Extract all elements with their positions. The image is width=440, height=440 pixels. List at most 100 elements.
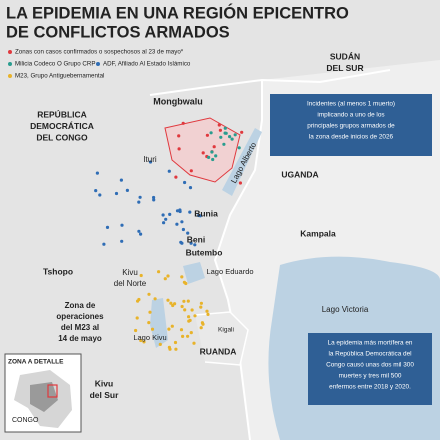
title: LA EPIDEMIA EN UNA REGIÓN EPICENTRO bbox=[6, 3, 349, 22]
place-label: Kivu bbox=[95, 378, 113, 388]
inset-title: ZONA A DETALLE bbox=[8, 359, 64, 366]
incident-dot bbox=[233, 133, 237, 137]
incident-dot bbox=[177, 147, 181, 151]
incident-dot bbox=[228, 135, 232, 139]
incident-dot bbox=[174, 347, 178, 351]
legend-label: M23, Grupo Antiguebernamental bbox=[15, 73, 104, 80]
incident-dot bbox=[224, 131, 228, 135]
incident-dot bbox=[240, 130, 244, 134]
incident-dot bbox=[200, 321, 204, 325]
incident-dot bbox=[206, 312, 210, 316]
incident-dot bbox=[184, 281, 188, 286]
incident-dot bbox=[171, 303, 175, 308]
incident-dot bbox=[137, 200, 141, 204]
incident-dot bbox=[120, 223, 124, 227]
incident-dot bbox=[181, 334, 185, 338]
place-label: Bunia bbox=[194, 208, 218, 218]
incident-dot bbox=[238, 181, 242, 185]
incident-dot bbox=[230, 137, 234, 141]
place-label: del Sur bbox=[90, 390, 120, 400]
inset-label: CONGO bbox=[12, 417, 39, 424]
incident-dot bbox=[214, 154, 218, 158]
place-label: RUANDA bbox=[200, 346, 237, 356]
incident-dot bbox=[119, 178, 123, 182]
info-box bbox=[270, 94, 432, 156]
incident-dot bbox=[168, 347, 172, 351]
incident-dot bbox=[148, 160, 153, 164]
legend-dot bbox=[8, 62, 12, 66]
incident-dot bbox=[189, 241, 193, 245]
incident-dot bbox=[167, 327, 171, 331]
note-text: enfermos entre 2018 y 2020. bbox=[329, 384, 411, 391]
incident-dot bbox=[152, 195, 156, 200]
incident-dot bbox=[199, 301, 203, 305]
incident-dot bbox=[125, 188, 129, 192]
info-box bbox=[308, 333, 432, 405]
incident-dot bbox=[193, 243, 197, 247]
place-label: SUDÁN bbox=[330, 51, 360, 61]
incident-dot bbox=[223, 126, 227, 130]
place-label: Lago Kivu bbox=[133, 333, 166, 342]
place-label: del Norte bbox=[114, 279, 147, 288]
incident-dot bbox=[211, 157, 215, 162]
note-text: implicando a uno de los bbox=[317, 112, 384, 119]
incident-dot bbox=[173, 340, 178, 345]
incident-dot bbox=[169, 301, 173, 305]
inset-congo bbox=[30, 382, 58, 412]
incident-dot bbox=[219, 135, 223, 139]
incident-dot bbox=[218, 128, 222, 132]
incident-dot bbox=[181, 227, 185, 232]
incident-dot bbox=[166, 298, 170, 302]
incident-dot bbox=[134, 328, 138, 333]
incident-dot bbox=[94, 189, 98, 193]
note-text: La epidemia más mortífera en bbox=[328, 340, 413, 347]
incident-dot bbox=[152, 198, 156, 202]
incident-dot bbox=[188, 186, 193, 190]
note-text: la zona desde inicios de 2026 bbox=[309, 134, 394, 141]
rwanda bbox=[194, 311, 249, 366]
incident-dot bbox=[188, 318, 192, 322]
incident-dot bbox=[163, 277, 167, 281]
incident-dot bbox=[177, 134, 181, 138]
legend-dot bbox=[8, 50, 12, 54]
legend-dot bbox=[96, 62, 100, 66]
incident-dot bbox=[158, 342, 162, 346]
title: DE CONFLICTOS ARMADOS bbox=[6, 23, 230, 41]
incident-dot bbox=[180, 304, 184, 309]
incident-dot bbox=[105, 225, 110, 229]
place-label: 14 de mayo bbox=[58, 334, 102, 343]
lake-kivu bbox=[150, 298, 168, 348]
incident-dot bbox=[120, 239, 124, 243]
incident-dot bbox=[167, 169, 171, 173]
incident-dot bbox=[222, 142, 226, 146]
place-label: Tshopo bbox=[43, 266, 73, 276]
legend-dot bbox=[8, 74, 12, 78]
incident-dot bbox=[189, 331, 193, 335]
incident-dot bbox=[186, 231, 190, 235]
incident-dot bbox=[157, 270, 161, 274]
outbreak-zone bbox=[164, 117, 241, 183]
legend-label: Milicia Codeco O Grupo CRP bbox=[15, 61, 95, 68]
incident-dot bbox=[180, 220, 184, 224]
place-label: Kivu bbox=[122, 268, 138, 277]
place-label: Zona de bbox=[65, 301, 96, 310]
incident-dot bbox=[180, 275, 184, 279]
legend-label: ADF, Afiliado Al Estado Islámico bbox=[103, 61, 191, 68]
incident-dot bbox=[175, 222, 179, 226]
note-text: muertes y tres mil 500 bbox=[339, 373, 402, 380]
place-label: Butembo bbox=[186, 247, 223, 257]
incident-dot bbox=[199, 305, 203, 309]
incident-dot bbox=[142, 340, 146, 344]
incident-dot bbox=[205, 133, 209, 137]
incident-dot bbox=[188, 210, 192, 214]
incident-dot bbox=[183, 180, 187, 185]
incident-dot bbox=[207, 155, 211, 159]
incident-dot bbox=[175, 209, 180, 213]
incident-dot bbox=[186, 334, 190, 338]
incident-dot bbox=[139, 273, 143, 278]
incident-dot bbox=[178, 208, 182, 212]
incident-dot bbox=[95, 171, 99, 175]
incident-dot bbox=[148, 310, 152, 314]
incident-dot bbox=[237, 146, 241, 150]
